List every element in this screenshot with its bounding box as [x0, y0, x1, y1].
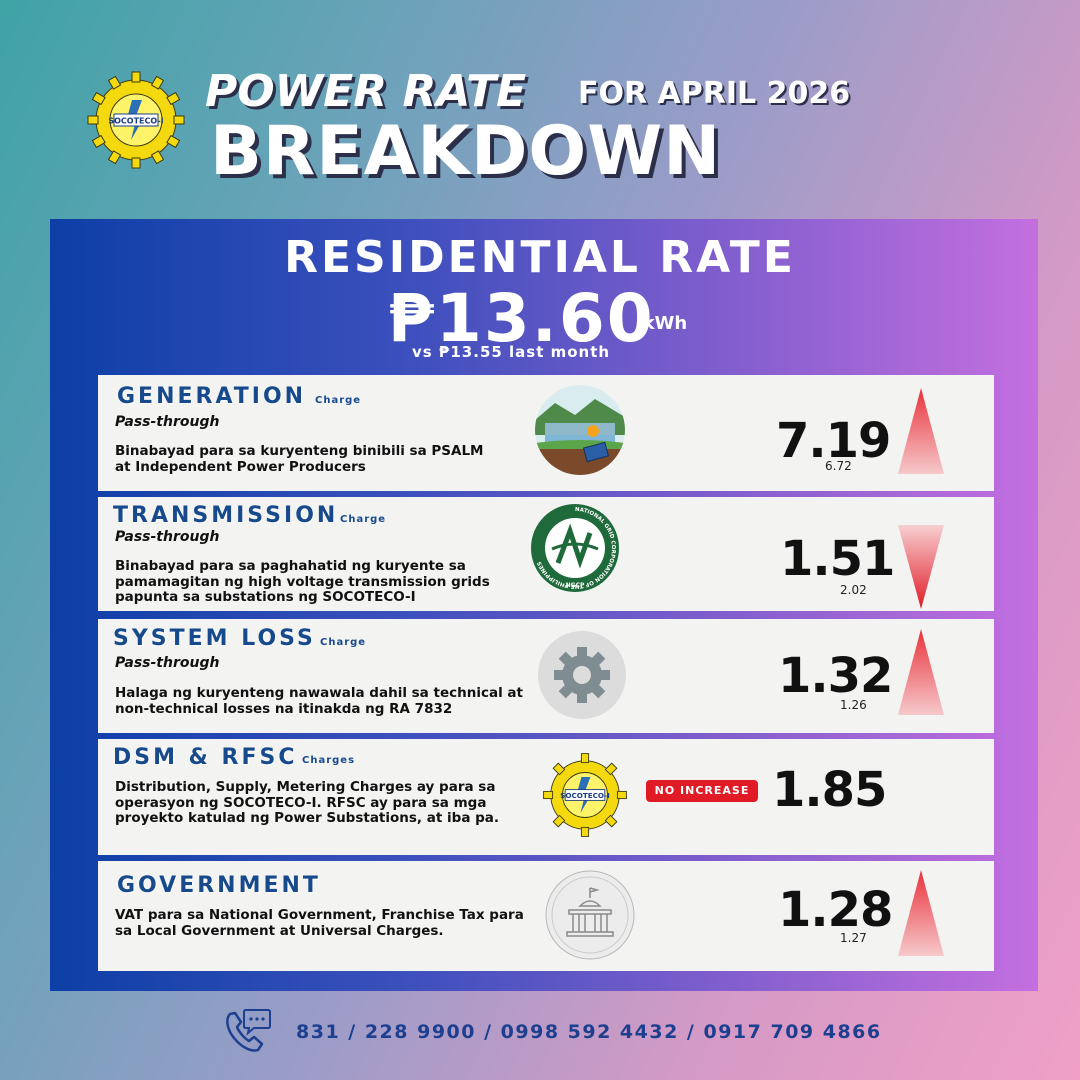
generation-value: 7.19: [776, 413, 891, 469]
residential-unit: /kWh: [636, 313, 688, 334]
generation-description: Binabayad para sa kuryenteng binibili sa…: [115, 443, 484, 475]
ngcp-logo-icon: NATIONAL GRID CORPORATION OF THE PHILIPP…: [530, 503, 620, 593]
generation-previous: 6.72: [825, 459, 852, 473]
dsm-rfsc-description: Distribution, Supply, Metering Charges a…: [115, 779, 500, 826]
government-value: 1.28: [778, 882, 893, 938]
government-description: VAT para sa National Government, Franchi…: [115, 907, 524, 939]
system-loss-passthrough: Pass-through: [115, 655, 220, 671]
system-loss-suffix: Charge: [320, 637, 367, 648]
transmission-passthrough: Pass-through: [115, 529, 220, 545]
transmission-value: 1.51: [780, 531, 895, 587]
residential-comparison: vs ₱13.55 last month: [412, 343, 611, 361]
transmission-previous: 2.02: [840, 583, 867, 597]
government-previous: 1.27: [840, 931, 867, 945]
dsm-rfsc-suffix: Charges: [302, 755, 356, 766]
transmission-suffix: Charge: [340, 514, 387, 525]
title-breakdown: BREAKDOWN: [210, 112, 722, 191]
generation-suffix: Charge: [315, 395, 362, 406]
transmission-label: TRANSMISSION: [113, 503, 339, 528]
system-loss-previous: 1.26: [840, 698, 867, 712]
no-increase-badge: NO INCREASE: [646, 780, 758, 802]
dsm-rfsc-value: 1.85: [772, 762, 887, 818]
title-power-rate: POWER RATE: [205, 66, 527, 117]
contact-phone-numbers: 831 / 228 9900 / 0998 592 4432 / 0917 70…: [296, 1021, 882, 1043]
system-loss-value: 1.32: [778, 648, 893, 704]
generation-passthrough: Pass-through: [115, 414, 220, 430]
ngcp-sub-text: NGCP: [566, 582, 585, 589]
transmission-description: Binabayad para sa paghahatid ng kuryente…: [115, 558, 490, 605]
system-loss-up-arrow-icon: [896, 627, 946, 737]
transmission-down-arrow-icon: [896, 505, 946, 615]
generation-label: GENERATION: [117, 384, 307, 409]
government-up-arrow-icon: [896, 868, 946, 978]
residential-rate-title: RESIDENTIAL RATE: [284, 232, 796, 283]
generation-up-arrow-icon: [896, 386, 946, 496]
residential-price: ₱13.60: [388, 280, 655, 357]
system-loss-description: Halaga ng kuryenteng nawawala dahil sa t…: [115, 685, 523, 717]
gear-icon: [537, 630, 627, 720]
dsm-rfsc-label: DSM & RFSC: [113, 745, 298, 770]
title-month: FOR APRIL 2026: [578, 76, 851, 111]
government-label: GOVERNMENT: [117, 873, 321, 898]
power-plant-icon: [535, 385, 625, 475]
phone-icon: [222, 1004, 272, 1056]
logo-name: SOCOTECO-I: [108, 117, 163, 126]
logo-name-small: SOCOTECO-I: [560, 791, 610, 800]
socoteco-logo-icon: SOCOTECO-I: [540, 750, 630, 840]
government-building-icon: [545, 870, 635, 960]
socoteco-logo: SOCOTECO-I: [86, 70, 186, 170]
system-loss-label: SYSTEM LOSS: [113, 626, 316, 651]
